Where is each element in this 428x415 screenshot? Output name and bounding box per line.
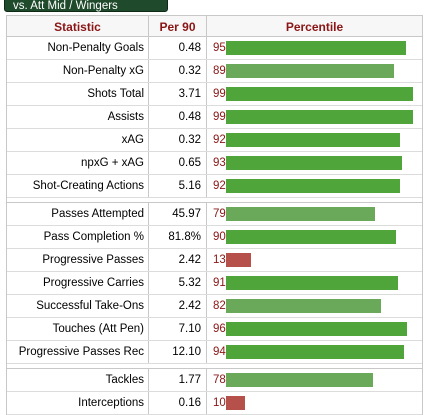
table-row: Interceptions 0.16 10: [7, 392, 422, 415]
table-row: Progressive Passes Rec 12.10 94: [7, 341, 422, 364]
percentile-bar: [226, 345, 404, 359]
percentile-bar: [226, 41, 406, 55]
per90-value: 3.71: [149, 83, 207, 105]
stat-name: Interceptions: [7, 392, 149, 414]
stat-name: Tackles: [7, 369, 149, 391]
percentile-bar: [226, 299, 381, 313]
percentile-value: 82: [213, 300, 226, 312]
percentile-value: 93: [213, 157, 226, 169]
stat-name: Assists: [7, 106, 149, 128]
percentile-value: 99: [213, 111, 226, 123]
table-row: Non-Penalty Goals 0.48 95: [7, 37, 422, 60]
stat-name: Shot-Creating Actions: [7, 175, 149, 197]
stat-name: Progressive Carries: [7, 272, 149, 294]
table-row: Successful Take-Ons 2.42 82: [7, 295, 422, 318]
per90-value: 1.77: [149, 369, 207, 391]
percentile-bar: [226, 230, 396, 244]
percentile-value: 92: [213, 134, 226, 146]
percentile-value: 78: [213, 374, 226, 386]
table-row: Non-Penalty xG 0.32 89: [7, 60, 422, 83]
per90-value: 12.10: [149, 341, 207, 363]
table-header: Statistic Per 90 Percentile: [7, 15, 422, 38]
per90-value: 81.8%: [149, 226, 207, 248]
per90-value: 0.32: [149, 60, 207, 82]
stat-name: Progressive Passes Rec: [7, 341, 149, 363]
percentile-value: 89: [213, 65, 226, 77]
percentile-bar: [226, 156, 402, 170]
per90-value: 0.48: [149, 106, 207, 128]
per90-value: 0.32: [149, 129, 207, 151]
percentile-bar: [226, 64, 394, 78]
stat-name: Progressive Passes: [7, 249, 149, 271]
percentile-bar: [226, 110, 413, 124]
percentile-value: 91: [213, 277, 226, 289]
per90-value: 0.65: [149, 152, 207, 174]
per90-value: 0.48: [149, 37, 207, 59]
per90-value: 45.97: [149, 203, 207, 225]
per90-value: 7.10: [149, 318, 207, 340]
stat-name: Successful Take-Ons: [7, 295, 149, 317]
stat-name: Non-Penalty Goals: [7, 37, 149, 59]
header-statistic[interactable]: Statistic: [7, 16, 149, 38]
percentile-bar: [226, 373, 373, 387]
per90-value: 5.16: [149, 175, 207, 197]
percentile-bar: [226, 276, 398, 290]
table-row: Assists 0.48 99: [7, 106, 422, 129]
per90-value: 2.42: [149, 295, 207, 317]
percentile-bar: [226, 179, 400, 193]
table-row: Touches (Att Pen) 7.10 96: [7, 318, 422, 341]
stat-name: Passes Attempted: [7, 203, 149, 225]
table-row: Shots Total 3.71 99: [7, 83, 422, 106]
per90-value: 0.16: [149, 392, 207, 414]
percentile-value: 94: [213, 346, 226, 358]
group-separator: [7, 364, 422, 369]
table-row: Tackles 1.77 78: [7, 369, 422, 392]
table-row: Progressive Passes 2.42 13: [7, 249, 422, 272]
percentile-bar: [226, 322, 407, 336]
stat-name: Touches (Att Pen): [7, 318, 149, 340]
percentile-value: 96: [213, 323, 226, 335]
percentile-value: 95: [213, 42, 226, 54]
table-row: Progressive Carries 5.32 91: [7, 272, 422, 295]
percentile-value: 13: [213, 254, 226, 266]
percentile-value: 79: [213, 208, 226, 220]
percentile-bar: [226, 396, 245, 410]
table-row: npxG + xAG 0.65 93: [7, 152, 422, 175]
percentile-bar: [226, 207, 375, 221]
header-percentile[interactable]: Percentile: [285, 20, 344, 34]
percentile-value: 99: [213, 88, 226, 100]
stat-name: Shots Total: [7, 83, 149, 105]
stat-name: xAG: [7, 129, 149, 151]
stat-name: npxG + xAG: [7, 152, 149, 174]
percentile-bar: [226, 133, 400, 147]
percentile-bar: [226, 87, 413, 101]
percentile-value: 90: [213, 231, 226, 243]
stat-name: Pass Completion %: [7, 226, 149, 248]
table-row: Passes Attempted 45.97 79: [7, 203, 422, 226]
stat-name: Non-Penalty xG: [7, 60, 149, 82]
table-row: xAG 0.32 92: [7, 129, 422, 152]
per90-value: 5.32: [149, 272, 207, 294]
percentile-table: Statistic Per 90 Percentile Non-Penalty …: [6, 15, 423, 415]
table-row: Pass Completion % 81.8% 90: [7, 226, 422, 249]
percentile-bar: [226, 253, 251, 267]
comparison-tab[interactable]: vs. Att Mid / Wingers: [4, 0, 168, 12]
table-row: Shot-Creating Actions 5.16 92: [7, 175, 422, 198]
percentile-value: 92: [213, 180, 226, 192]
header-per90[interactable]: Per 90: [149, 16, 207, 38]
group-separator: [7, 198, 422, 203]
per90-value: 2.42: [149, 249, 207, 271]
